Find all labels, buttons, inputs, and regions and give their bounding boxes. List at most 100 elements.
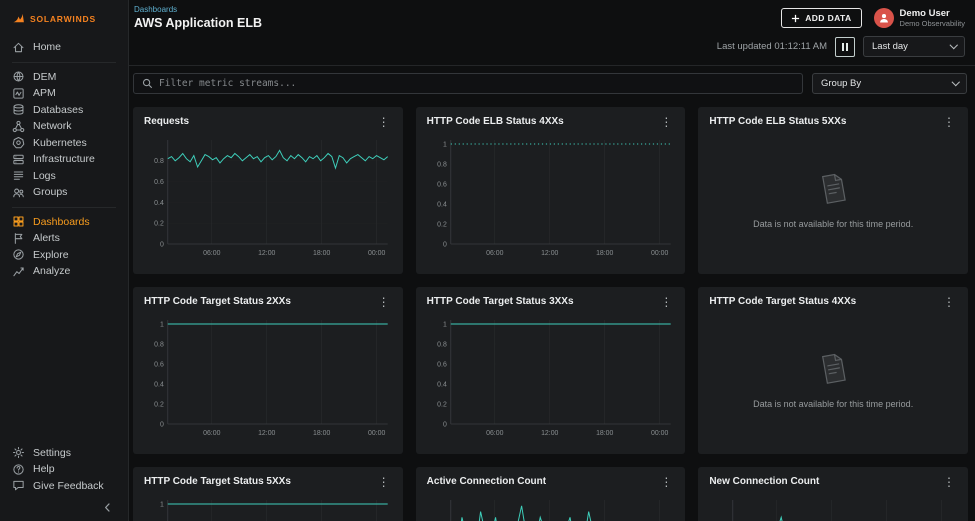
user-info: Demo User Demo Observability bbox=[900, 8, 965, 28]
sidebar-item-give-feedback[interactable]: Give Feedback bbox=[0, 478, 128, 495]
group-by-select[interactable]: Group By bbox=[812, 73, 967, 94]
card-title: HTTP Code Target Status 3XXs bbox=[426, 296, 574, 307]
svg-text:06:00: 06:00 bbox=[203, 430, 220, 437]
sidebar-footer: Settings Help Give Feedback bbox=[0, 445, 128, 497]
sidebar-item-dashboards[interactable]: Dashboards bbox=[0, 214, 128, 231]
svg-text:12:00: 12:00 bbox=[258, 430, 275, 437]
title-block: Dashboards AWS Application ELB bbox=[134, 5, 262, 30]
top-header: Dashboards AWS Application ELB ADD DATA … bbox=[129, 0, 975, 32]
svg-text:1: 1 bbox=[443, 321, 447, 328]
add-data-button[interactable]: ADD DATA bbox=[781, 8, 862, 29]
sidebar-item-logs[interactable]: Logs bbox=[0, 168, 128, 185]
page-title: AWS Application ELB bbox=[134, 16, 263, 30]
brand-logo[interactable]: SOLARWINDS bbox=[0, 0, 128, 33]
sidebar-item-label: Groups bbox=[33, 186, 68, 199]
metric-filter-input[interactable] bbox=[159, 78, 794, 89]
kebab-menu-icon[interactable]: ⋮ bbox=[942, 115, 955, 129]
svg-text:0.2: 0.2 bbox=[154, 401, 164, 408]
databases-icon bbox=[13, 104, 24, 115]
sidebar-item-infrastructure[interactable]: Infrastructure bbox=[0, 151, 128, 168]
svg-text:0.2: 0.2 bbox=[437, 221, 447, 228]
svg-text:12:00: 12:00 bbox=[541, 250, 558, 257]
dashboard-scroll-area[interactable]: Requests ⋮ 0 0.2 0.4 0.6 0.8 06:00 12:00 18:00 00:… bbox=[129, 101, 975, 521]
svg-text:0.6: 0.6 bbox=[437, 361, 447, 368]
svg-text:0.6: 0.6 bbox=[437, 181, 447, 188]
card-title: HTTP Code ELB Status 5XXs bbox=[709, 116, 847, 127]
kebab-menu-icon[interactable]: ⋮ bbox=[377, 295, 390, 309]
sidebar-item-label: Infrastructure bbox=[33, 153, 95, 166]
no-data-state: Data is not available for this time peri… bbox=[709, 128, 957, 270]
card-http-code-elb-status-4xxs: HTTP Code ELB Status 4XXs ⋮ 0 0.2 0.4 0.6 0.8 1… bbox=[415, 107, 686, 274]
collapse-sidebar-icon[interactable] bbox=[101, 501, 114, 514]
kebab-menu-icon[interactable]: ⋮ bbox=[377, 115, 390, 129]
metric-filter-box bbox=[133, 73, 803, 94]
kebab-menu-icon[interactable]: ⋮ bbox=[942, 475, 955, 489]
sidebar-item-network[interactable]: Network bbox=[0, 118, 128, 135]
sidebar-item-label: Home bbox=[33, 41, 62, 54]
no-data-message: Data is not available for this time peri… bbox=[753, 219, 914, 229]
brand-name: SOLARWINDS bbox=[30, 13, 96, 24]
logs-icon bbox=[13, 171, 24, 180]
card-title: HTTP Code Target Status 4XXs bbox=[709, 296, 857, 307]
sidebar-item-apm[interactable]: APM bbox=[0, 85, 128, 102]
user-menu[interactable]: Demo User Demo Observability bbox=[873, 8, 965, 29]
kebab-menu-icon[interactable]: ⋮ bbox=[660, 115, 673, 129]
sidebar-item-explore[interactable]: Explore bbox=[0, 247, 128, 264]
no-data-icon bbox=[822, 173, 846, 204]
kebab-menu-icon[interactable]: ⋮ bbox=[377, 475, 390, 489]
svg-text:00:00: 00:00 bbox=[651, 430, 668, 437]
sidebar-item-settings[interactable]: Settings bbox=[0, 445, 128, 462]
svg-text:18:00: 18:00 bbox=[596, 250, 613, 257]
card-title: New Connection Count bbox=[709, 476, 820, 487]
sidebar-item-dem[interactable]: DEM bbox=[0, 69, 128, 86]
kebab-menu-icon[interactable]: ⋮ bbox=[660, 475, 673, 489]
kebab-menu-icon[interactable]: ⋮ bbox=[660, 295, 673, 309]
sidebar-item-label: APM bbox=[33, 87, 56, 100]
pause-icon bbox=[841, 42, 844, 51]
kubernetes-icon bbox=[12, 137, 25, 149]
refresh-toolbar: Last updated 01:12:11 AM Last day bbox=[129, 32, 975, 66]
svg-text:0: 0 bbox=[443, 421, 447, 428]
no-data-icon bbox=[822, 353, 846, 384]
sidebar-item-label: Dashboards bbox=[33, 215, 90, 228]
group-by-value: Group By bbox=[821, 78, 862, 89]
pause-refresh-button[interactable] bbox=[835, 36, 855, 57]
main-area: Dashboards AWS Application ELB ADD DATA … bbox=[129, 0, 975, 521]
sidebar-divider bbox=[12, 61, 116, 63]
time-range-select[interactable]: Last day bbox=[863, 36, 965, 57]
svg-text:0.8: 0.8 bbox=[154, 341, 164, 348]
plus-icon bbox=[792, 14, 800, 22]
sidebar-item-alerts[interactable]: Alerts bbox=[0, 230, 128, 247]
kebab-menu-icon[interactable]: ⋮ bbox=[942, 295, 955, 309]
sidebar-item-home[interactable]: Home bbox=[0, 39, 128, 56]
svg-text:0.2: 0.2 bbox=[154, 221, 164, 228]
sidebar-item-analyze[interactable]: Analyze bbox=[0, 263, 128, 280]
svg-text:0.4: 0.4 bbox=[437, 201, 447, 208]
chevron-down-icon bbox=[949, 41, 958, 49]
breadcrumb[interactable]: Dashboards bbox=[134, 5, 178, 14]
sidebar-item-databases[interactable]: Databases bbox=[0, 102, 128, 119]
sidebar-item-label: Give Feedback bbox=[33, 479, 104, 492]
svg-text:0.2: 0.2 bbox=[437, 401, 447, 408]
avatar bbox=[873, 8, 894, 29]
sidebar-nav: Home DEM APM Databases Network Kubernetes Infr… bbox=[0, 33, 128, 445]
svg-text:0: 0 bbox=[160, 241, 164, 248]
svg-text:1: 1 bbox=[443, 141, 447, 148]
sidebar-item-label: Kubernetes bbox=[33, 136, 87, 149]
svg-text:0.6: 0.6 bbox=[154, 179, 164, 186]
apm-icon bbox=[13, 88, 24, 99]
sidebar-item-groups[interactable]: Groups bbox=[0, 184, 128, 201]
no-data-state: Data is not available for this time peri… bbox=[709, 308, 957, 450]
cards-grid: Requests ⋮ 0 0.2 0.4 0.6 0.8 06:00 12:00 18:00 00:… bbox=[133, 107, 968, 521]
person-icon bbox=[879, 14, 888, 23]
sidebar-item-label: DEM bbox=[33, 70, 57, 83]
no-data-message: Data is not available for this time peri… bbox=[753, 399, 914, 409]
sidebar-item-help[interactable]: Help bbox=[0, 461, 128, 478]
svg-text:0.8: 0.8 bbox=[437, 161, 447, 168]
svg-text:18:00: 18:00 bbox=[596, 430, 613, 437]
card-title: HTTP Code Target Status 5XXs bbox=[144, 476, 291, 487]
sidebar-item-kubernetes[interactable]: Kubernetes bbox=[0, 135, 128, 152]
